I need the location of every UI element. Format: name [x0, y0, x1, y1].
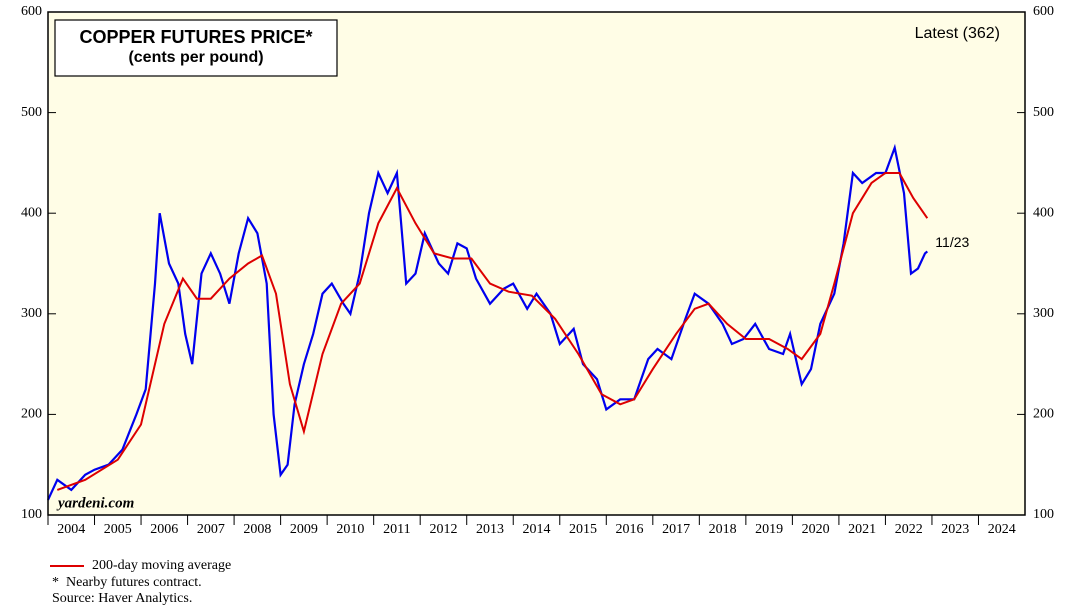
plot-frame — [47, 11, 1026, 516]
y2-tick-label: 500 — [1033, 105, 1054, 120]
x-tick-label: 2015 — [569, 522, 597, 537]
y-tick-label: 500 — [21, 105, 42, 120]
x-tick-label: 2010 — [336, 522, 364, 537]
x-tick-label: 2014 — [523, 522, 551, 537]
x-tick-label: 2017 — [662, 522, 690, 537]
x-tick-label: 2008 — [243, 522, 271, 537]
x-tick-label: 2021 — [848, 522, 876, 537]
y-tick-label: 100 — [21, 507, 42, 522]
y-tick-label: 600 — [21, 4, 42, 19]
x-tick-label: 2006 — [150, 522, 178, 537]
plot-area — [48, 12, 1025, 515]
end-label: 11/23 — [935, 234, 969, 250]
chart-subtitle: (cents per pound) — [128, 49, 263, 66]
series-line — [56, 172, 929, 491]
x-tick-label: 2018 — [709, 522, 737, 537]
y-tick-label: 400 — [21, 205, 42, 220]
x-tick-label: 2012 — [429, 522, 457, 537]
x-tick-label: 2011 — [383, 522, 410, 537]
title-box — [54, 19, 338, 77]
x-tick-label: 2024 — [988, 522, 1016, 537]
marks — [47, 143, 929, 501]
series-line — [47, 143, 929, 501]
y-tick-label: 300 — [21, 306, 42, 321]
x-tick-label: 2005 — [104, 522, 132, 537]
x-tick-label: 2020 — [802, 522, 830, 537]
y-tick-label: 200 — [21, 407, 42, 422]
x-tick-label: 2022 — [895, 522, 923, 537]
y2-tick-label: 100 — [1033, 507, 1054, 522]
source: Source: Haver Analytics. — [52, 591, 192, 606]
watermark: yardeni.com — [56, 495, 134, 511]
x-tick-label: 2009 — [290, 522, 318, 537]
x-tick-label: 2013 — [476, 522, 504, 537]
x-tick-label: 2016 — [616, 522, 644, 537]
y2-tick-label: 400 — [1033, 205, 1054, 220]
x-tick-label: 2019 — [755, 522, 783, 537]
y2-tick-label: 200 — [1033, 407, 1054, 422]
x-tick-label: 2023 — [941, 522, 969, 537]
y2-tick-label: 600 — [1033, 4, 1054, 19]
footnote: * Nearby futures contract. — [52, 575, 202, 590]
y2-tick-label: 300 — [1033, 306, 1054, 321]
x-tick-label: 2007 — [197, 522, 225, 537]
x-tick-label: 2004 — [57, 522, 85, 537]
chart-title: COPPER FUTURES PRICE* — [79, 27, 312, 47]
latest-annotation: Latest (362) — [915, 25, 1000, 42]
legend-label: 200-day moving average — [92, 558, 231, 573]
